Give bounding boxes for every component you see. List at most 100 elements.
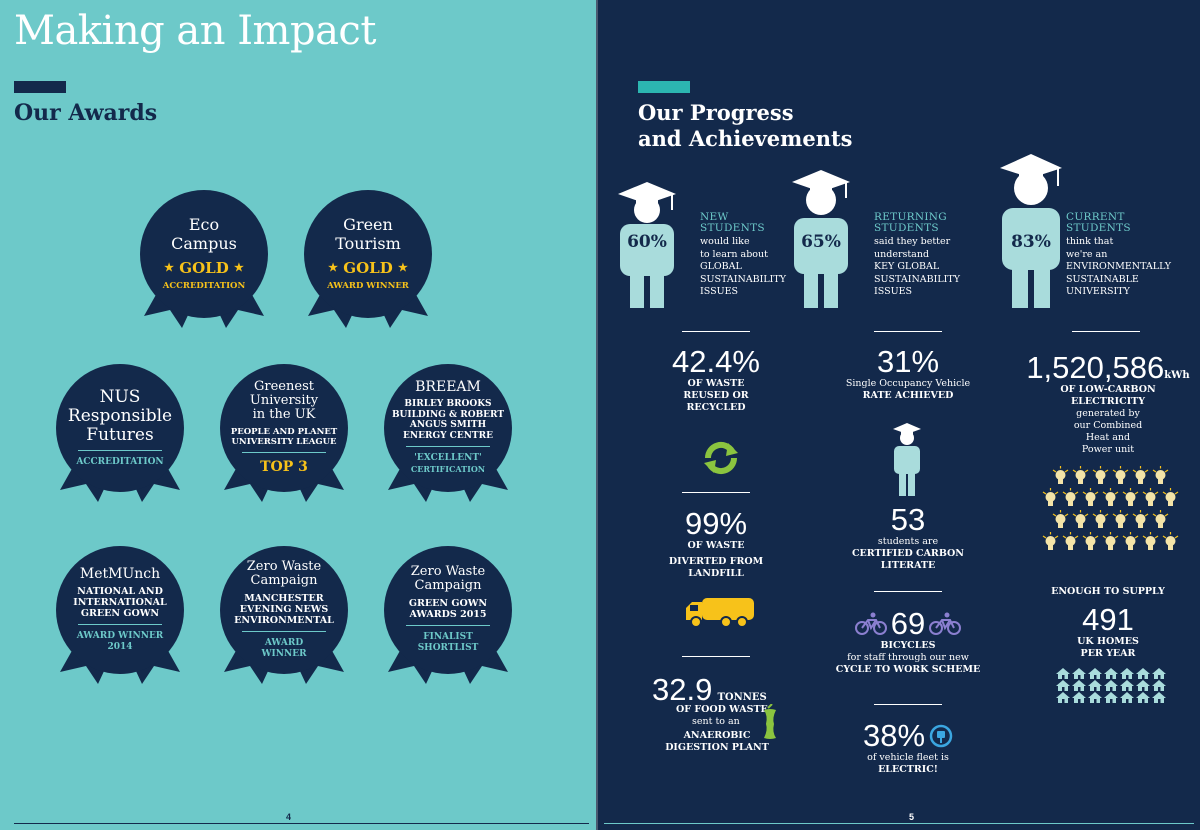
stat-label: DIGESTION PLANT [665, 742, 769, 753]
percent-value: 65% [801, 232, 841, 252]
award-badge-icon [384, 364, 512, 502]
stat-label: OF WASTE [687, 540, 745, 551]
award-title: Eco [188, 215, 220, 234]
award-body: ENVIRONMENTAL [234, 614, 334, 626]
student-description: said they better understand KEY GLOBAL SUST… [874, 236, 961, 297]
bicycle-icon [854, 612, 887, 635]
stat-label: for staff through our new [847, 652, 969, 663]
graduate-icon [618, 182, 676, 308]
graduate-icon [1000, 154, 1062, 308]
house-icon [1056, 692, 1070, 703]
divider [1072, 331, 1140, 332]
award-body: BIRLEY BROOKS [404, 399, 492, 409]
student-stat-returning: 65% RETURNING STUDENTS said they better un… [790, 168, 990, 310]
lightbulb-icon [1092, 510, 1108, 528]
lightbulb-icon [1162, 532, 1178, 550]
stat-value: 1,520,586 [1026, 350, 1165, 385]
student-label: CURRENT STUDENTS [1066, 211, 1131, 234]
award-title: MetMUnch [79, 565, 161, 582]
award-title: NUS [99, 386, 141, 407]
award-breeam: BREEAM BIRLEY BROOKS BUILDING & ROBERT A… [378, 362, 518, 512]
lightbulb-icon [1082, 532, 1098, 550]
lightbulb-icon [1092, 466, 1108, 484]
award-title: Responsible [67, 405, 173, 426]
lightbulb-icon [1062, 488, 1078, 506]
award-subtitle: SHORTLIST [417, 643, 479, 653]
star-icon: ★ [233, 261, 244, 274]
house-icon [1120, 668, 1134, 679]
divider [682, 331, 750, 332]
award-level: ★ GOLD ★ [328, 259, 408, 277]
student-description: would like to learn about GLOBAL SUSTAINABI… [700, 236, 787, 297]
stat-unit: kWh [1164, 370, 1190, 381]
stat-value: 32.9 [652, 672, 713, 707]
stat-label: Power unit [1081, 444, 1135, 455]
award-title: in the UK [252, 406, 316, 422]
recycle-icon [704, 441, 738, 475]
student-stat-new: 60% NEW STUDENTS would like to learn about… [616, 180, 806, 310]
award-body: GREEN GOWN [408, 598, 488, 609]
award-zero-waste-men: Zero Waste Campaign MANCHESTER EVENING N… [214, 544, 354, 694]
house-icon [1072, 692, 1086, 703]
lightbulb-icon [1112, 466, 1128, 484]
award-body: ANGUS SMITH [409, 420, 487, 430]
house-icon [1088, 692, 1102, 703]
left-page: Making an Impact Our Awards Eco Campus ★… [0, 0, 596, 830]
footer-line [604, 823, 1194, 824]
house-icon [1072, 668, 1086, 679]
stat-label: REUSED OR [683, 390, 749, 401]
award-title: Green [343, 215, 393, 234]
award-badge-icon [220, 546, 348, 684]
stat-label: ANAEROBIC [683, 730, 751, 741]
lightbulb-icon [1142, 488, 1158, 506]
awards-heading: Our Awards [14, 100, 158, 126]
divider [78, 449, 162, 451]
lightbulb-icon [1112, 510, 1128, 528]
award-subtitle: ACCREDITATION [162, 281, 246, 291]
house-icon [1152, 668, 1166, 679]
divider [406, 446, 490, 447]
award-badge-icon [304, 190, 432, 328]
award-title: Campus [171, 234, 237, 253]
house-icon [1104, 680, 1118, 691]
award-body: INTERNATIONAL [73, 596, 167, 608]
lightbulb-icon [1102, 532, 1118, 550]
student-label: NEW STUDENTS [700, 211, 765, 234]
stat-label: LANDFILL [688, 568, 744, 579]
lightbulb-icon [1122, 532, 1138, 550]
award-body: NATIONAL AND [77, 585, 163, 597]
plug-icon [929, 724, 953, 748]
award-body: AWARDS 2015 [409, 609, 487, 620]
lightbulb-icon [1142, 532, 1158, 550]
stat-value: 99% [684, 506, 748, 541]
divider [242, 451, 326, 453]
award-title: University [249, 392, 319, 408]
stat-homes: ENOUGH TO SUPPLY 491 UK HOMES PER YEAR [1018, 586, 1198, 660]
award-level: 'EXCELLENT' [414, 453, 482, 463]
student-description: think that we're an ENVIRONMENTALLY SUSTAIN… [1066, 236, 1172, 297]
divider [874, 331, 942, 332]
stat-value: 31% [876, 344, 940, 379]
stat-waste-diverted: 99% OF WASTE DIVERTED FROM LANDFILL [646, 508, 786, 580]
lightbulb-icon [1102, 488, 1118, 506]
divider [874, 704, 942, 705]
award-level: ★ GOLD ★ [164, 259, 244, 277]
award-title: Zero Waste [410, 564, 486, 579]
lightbulb-icon [1052, 510, 1068, 528]
lightbulb-icon [1082, 488, 1098, 506]
stat-electric-vehicles: 38% of vehicle fleet is ELECTRIC! [828, 720, 988, 776]
house-icon [1136, 692, 1150, 703]
page-gutter [596, 0, 598, 830]
stat-electricity: 1,520,586kWh OF LOW-CARBON ELECTRICITY g… [1018, 352, 1198, 456]
lightbulb-icon [1122, 488, 1138, 506]
footer-line [14, 823, 589, 824]
stat-food-waste-plant: ANAEROBIC DIGESTION PLANT [652, 730, 782, 754]
house-icon [1136, 680, 1150, 691]
bicycle-icon [929, 612, 962, 635]
award-title: Campaign [250, 572, 318, 588]
stat-label: Single Occupancy Vehicle [845, 378, 971, 389]
award-subtitle: 2014 [107, 641, 133, 652]
page-title: Making an Impact [14, 8, 376, 54]
stat-label: Heat and [1085, 432, 1131, 443]
stat-label: CYCLE TO WORK SCHEME [835, 664, 981, 675]
